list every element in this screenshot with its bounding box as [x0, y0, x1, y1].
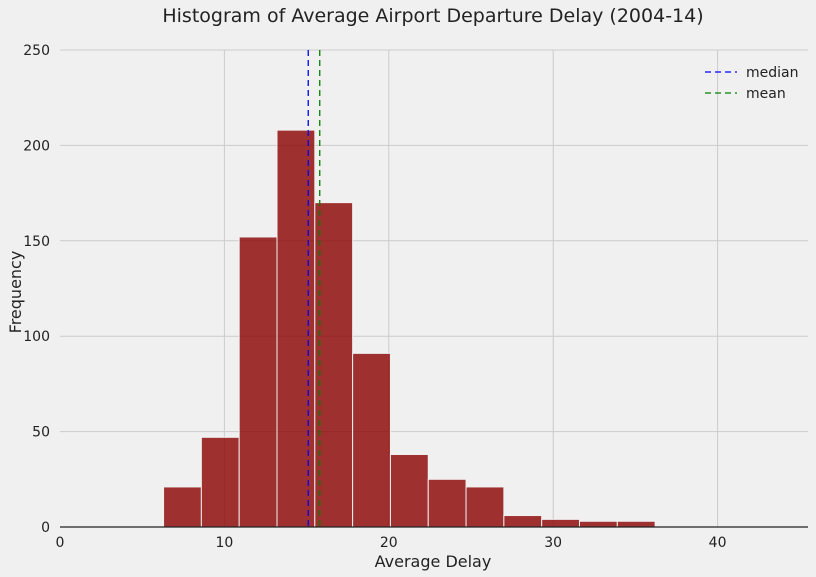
- histogram-bar: [503, 515, 543, 528]
- x-tick-labels: 0 10 20 30 40: [56, 535, 727, 551]
- histogram-bar: [276, 129, 316, 528]
- chart-title: Histogram of Average Airport Departure D…: [162, 5, 703, 27]
- y-tick-label: 200: [23, 138, 50, 154]
- y-tick-label: 100: [23, 329, 50, 345]
- x-axis-label: Average Delay: [375, 552, 492, 571]
- y-axis-label: Frequency: [6, 251, 25, 334]
- y-tick-label: 50: [32, 425, 50, 441]
- x-tick-label: 10: [215, 535, 233, 551]
- median-legend-label: median: [746, 65, 798, 81]
- histogram-bar: [389, 453, 429, 528]
- histogram-bars: [163, 129, 656, 528]
- y-tick-labels: 0 50 100 150 200 250: [23, 43, 50, 536]
- x-tick-label: 0: [56, 535, 65, 551]
- x-tick-label: 40: [709, 535, 727, 551]
- x-tick-label: 30: [544, 535, 562, 551]
- y-tick-label: 0: [41, 520, 50, 536]
- histogram-bar: [465, 486, 505, 528]
- histogram-bar: [541, 518, 580, 528]
- y-tick-label: 150: [23, 234, 50, 250]
- grid: [60, 49, 808, 527]
- histogram-bar: [163, 486, 202, 528]
- legend: median mean: [705, 65, 798, 102]
- histogram-bar: [200, 436, 240, 528]
- mean-legend-label: mean: [746, 86, 786, 102]
- histogram-bar: [427, 478, 467, 528]
- y-tick-label: 250: [23, 43, 50, 59]
- x-tick-label: 20: [380, 535, 398, 551]
- histogram-bar: [578, 520, 618, 528]
- histogram-bar: [616, 520, 656, 528]
- histogram-bar: [314, 202, 354, 528]
- histogram-bar: [352, 352, 391, 528]
- histogram-bar: [238, 236, 278, 528]
